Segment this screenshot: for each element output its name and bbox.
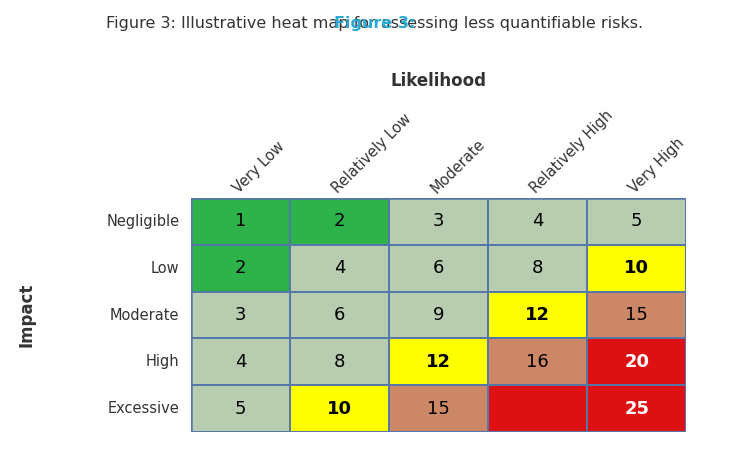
Text: 6: 6 xyxy=(334,306,346,324)
Bar xyxy=(488,338,587,385)
Bar xyxy=(290,292,389,338)
Bar xyxy=(290,198,389,245)
Bar xyxy=(191,338,290,385)
Text: Low: Low xyxy=(151,261,179,276)
Text: 3: 3 xyxy=(433,212,445,230)
Bar xyxy=(488,385,587,432)
Text: 20: 20 xyxy=(525,400,550,418)
Bar xyxy=(587,292,686,338)
Text: 15: 15 xyxy=(626,306,648,324)
Text: 4: 4 xyxy=(235,353,247,371)
Bar xyxy=(389,385,488,432)
Bar xyxy=(389,198,488,245)
Text: Negligible: Negligible xyxy=(106,214,179,229)
Bar xyxy=(191,245,290,292)
Text: 8: 8 xyxy=(334,353,346,371)
Bar xyxy=(191,198,290,245)
Text: 1: 1 xyxy=(235,212,247,230)
Bar xyxy=(389,245,488,292)
Bar xyxy=(587,385,686,432)
Text: 3: 3 xyxy=(235,306,247,324)
Text: Moderate: Moderate xyxy=(428,136,488,196)
Bar xyxy=(389,338,488,385)
Bar xyxy=(290,245,389,292)
Bar xyxy=(587,245,686,292)
Text: 4: 4 xyxy=(532,212,544,230)
Text: Relatively High: Relatively High xyxy=(527,107,616,196)
Bar xyxy=(191,292,290,338)
Bar xyxy=(587,198,686,245)
Text: 2: 2 xyxy=(235,259,247,277)
Text: Figure 3: Illustrative heat map for assessing less quantifiable risks.: Figure 3: Illustrative heat map for asse… xyxy=(106,16,644,31)
Text: Very High: Very High xyxy=(626,135,687,196)
Bar xyxy=(290,338,389,385)
Bar xyxy=(488,292,587,338)
Text: 12: 12 xyxy=(426,353,451,371)
Text: Excessive: Excessive xyxy=(107,401,179,416)
Text: 20: 20 xyxy=(624,353,650,371)
Text: 12: 12 xyxy=(525,306,550,324)
Bar xyxy=(389,292,488,338)
Text: Relatively Low: Relatively Low xyxy=(329,111,414,196)
Bar xyxy=(488,245,587,292)
Text: 5: 5 xyxy=(235,400,247,418)
Text: 10: 10 xyxy=(327,400,352,418)
Text: Moderate: Moderate xyxy=(110,307,179,323)
Text: 16: 16 xyxy=(526,353,549,371)
Text: 4: 4 xyxy=(334,259,346,277)
Text: 9: 9 xyxy=(433,306,445,324)
Text: 25: 25 xyxy=(624,400,650,418)
Text: 2: 2 xyxy=(334,212,346,230)
Text: 10: 10 xyxy=(624,259,650,277)
Text: 15: 15 xyxy=(427,400,450,418)
Text: 5: 5 xyxy=(631,212,643,230)
Text: Likelihood: Likelihood xyxy=(391,72,487,90)
Text: 8: 8 xyxy=(532,259,544,277)
Text: Very Low: Very Low xyxy=(230,139,287,196)
Bar xyxy=(191,385,290,432)
Text: Impact: Impact xyxy=(17,283,35,347)
Bar xyxy=(587,338,686,385)
Text: Figure 3:: Figure 3: xyxy=(334,16,416,31)
Text: 6: 6 xyxy=(433,259,445,277)
Bar xyxy=(290,385,389,432)
Bar xyxy=(488,198,587,245)
Text: High: High xyxy=(146,354,179,369)
